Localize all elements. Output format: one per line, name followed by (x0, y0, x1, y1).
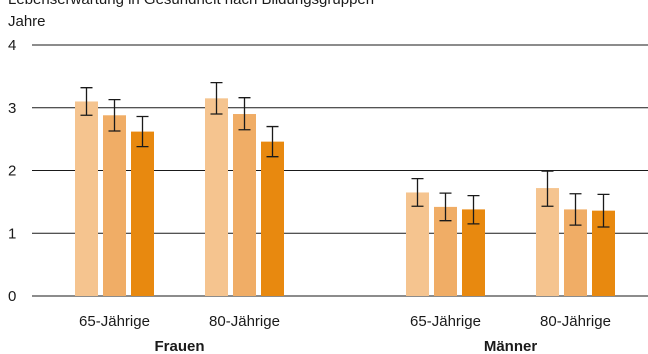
error-bar (467, 194, 480, 225)
category-labels: 65-Jährige 80-Jährige 65-Jährige 80-Jährige (79, 313, 611, 330)
y-tick-label: 1 (8, 225, 16, 242)
bar (205, 98, 228, 297)
bar (261, 141, 284, 296)
error-bar (411, 178, 424, 207)
group-label: Männer (484, 338, 538, 354)
bar (103, 115, 126, 296)
category-label: 80-Jährige (209, 313, 280, 330)
error-bar (266, 125, 279, 158)
y-tick-label: 0 (8, 288, 16, 305)
bar (462, 209, 485, 296)
y-tick-label: 4 (8, 37, 16, 54)
bar (564, 209, 587, 296)
error-bar (569, 193, 582, 226)
error-bar (597, 193, 610, 228)
error-bar (210, 82, 223, 115)
error-bar (541, 170, 554, 207)
bar (131, 131, 154, 296)
category-label: 80-Jährige (540, 313, 611, 330)
y-tick-label: 2 (8, 163, 16, 180)
bars (75, 98, 615, 297)
error-bar (80, 87, 93, 116)
top-text: Lebenserwartung in Gesundheit nach Bildu… (8, 0, 374, 8)
bar (434, 206, 457, 296)
bar (592, 210, 615, 296)
error-bar (238, 97, 251, 131)
bar (233, 114, 256, 297)
bar (75, 101, 98, 296)
bar (406, 192, 429, 296)
error-bar (439, 192, 452, 222)
y-tick-label: 3 (8, 100, 16, 117)
group-label: Frauen (154, 338, 204, 354)
y-axis-label: Jahre (8, 13, 46, 30)
error-bars (80, 82, 610, 228)
error-bar (136, 115, 149, 148)
category-label: 65-Jährige (79, 313, 150, 330)
header: Lebenserwartung in Gesundheit nach Bildu… (8, 0, 374, 8)
category-label: 65-Jährige (410, 313, 481, 330)
group-labels: Frauen Männer (154, 338, 537, 354)
error-bar (108, 98, 121, 132)
y-tick-labels: 0 1 2 3 4 (8, 37, 16, 305)
bar (536, 188, 559, 296)
